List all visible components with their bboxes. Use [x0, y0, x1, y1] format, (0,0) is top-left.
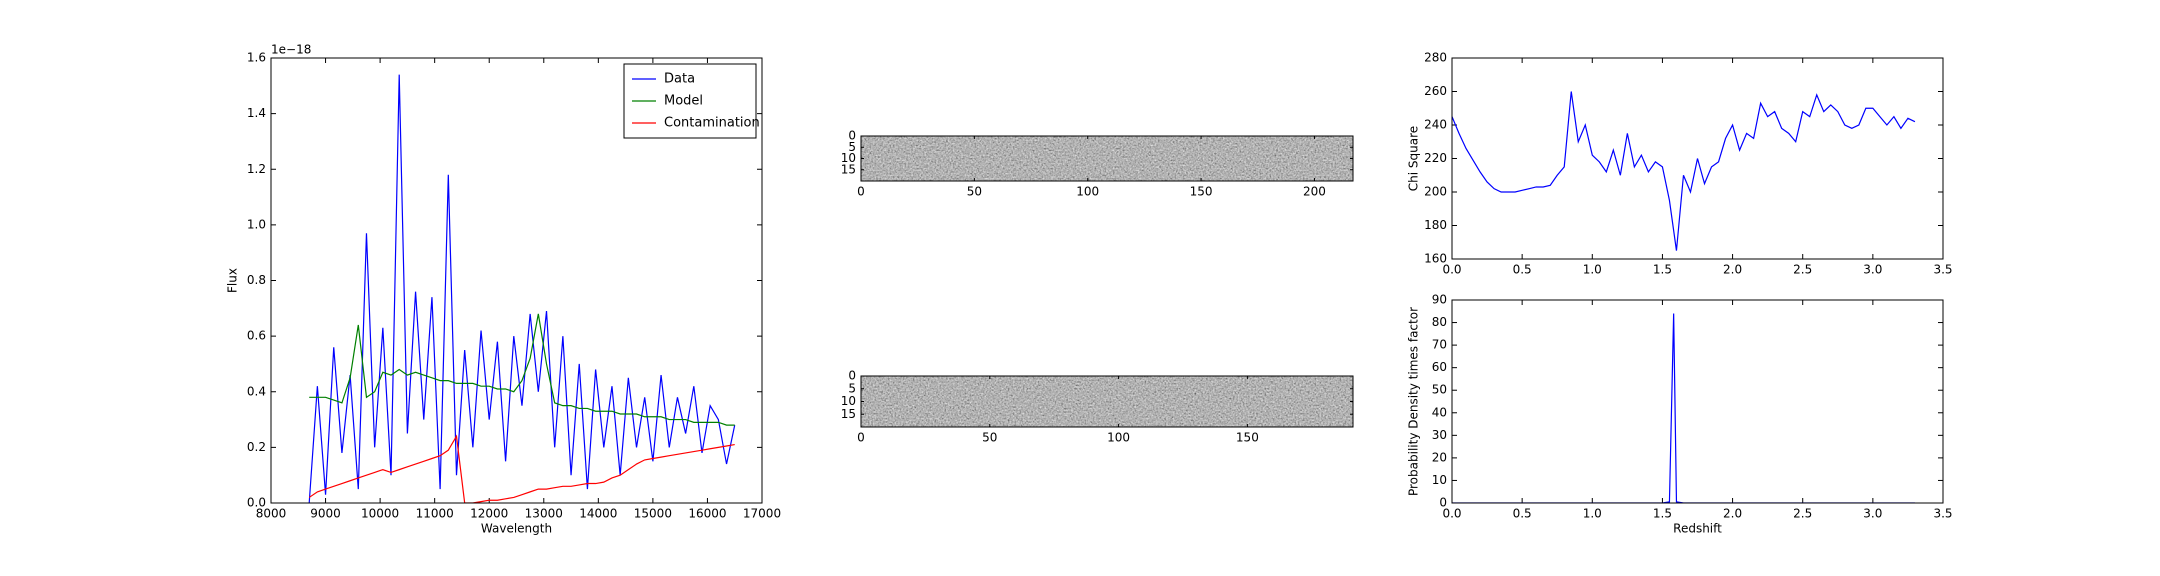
x-tick-label: 16000 — [688, 507, 726, 521]
y-tick-label: 1.0 — [247, 217, 266, 231]
y-tick-label: 10 — [841, 151, 856, 165]
y-tick-label: 160 — [1424, 252, 1447, 266]
x-tick-label: 150 — [1236, 431, 1259, 445]
x-axis-label: Redshift — [1673, 522, 1722, 536]
axes-frame — [860, 135, 1354, 182]
y-tick-label: 1.6 — [247, 51, 266, 65]
x-tick-label: 0.0 — [1442, 507, 1461, 521]
x-tick-label: 1.0 — [1583, 507, 1602, 521]
y-tick-label: 5 — [848, 140, 856, 154]
x-tick-label: 50 — [982, 431, 997, 445]
y-tick-label: 0.8 — [247, 273, 266, 287]
legend-label: Model — [664, 94, 703, 109]
y-tick-label: 40 — [1432, 405, 1447, 419]
data-line — [309, 313, 735, 426]
x-tick-label: 3.5 — [1933, 263, 1952, 277]
y-tick-label: 10 — [1432, 473, 1447, 487]
y-axis-label: Chi Square — [1407, 126, 1421, 191]
y-tick-label: 10 — [841, 394, 856, 408]
y-tick-label: 50 — [1432, 383, 1447, 397]
x-tick-label: 14000 — [579, 507, 617, 521]
x-tick-label: 11000 — [416, 507, 454, 521]
x-tick-label: 3.0 — [1863, 507, 1882, 521]
y-tick-label: 60 — [1432, 360, 1447, 374]
x-tick-label: 1.0 — [1583, 263, 1602, 277]
x-tick-label: 12000 — [470, 507, 508, 521]
x-tick-label: 0 — [857, 431, 865, 445]
x-tick-label: 10000 — [361, 507, 399, 521]
x-tick-label: 50 — [967, 185, 982, 199]
x-tick-label: 17000 — [743, 507, 781, 521]
data-line — [308, 74, 736, 503]
y-axis-label: Flux — [226, 268, 240, 293]
y-tick-label: 80 — [1432, 315, 1447, 329]
y-tick-label: 280 — [1424, 51, 1447, 65]
y-tick-label: 260 — [1424, 84, 1447, 98]
y-tick-label: 20 — [1432, 450, 1447, 464]
x-tick-label: 9000 — [310, 507, 341, 521]
x-tick-label: 1.5 — [1653, 263, 1672, 277]
x-tick-label: 15000 — [634, 507, 672, 521]
y-tick-label: 0.0 — [247, 496, 266, 510]
x-tick-label: 1.5 — [1653, 507, 1672, 521]
x-tick-label: 150 — [1190, 185, 1213, 199]
data-line — [308, 434, 735, 503]
x-tick-label: 2.0 — [1723, 507, 1742, 521]
y-tick-label: 0 — [848, 369, 856, 383]
y-axis-label: Probability Density times factor — [1407, 307, 1421, 496]
y-tick-label: 5 — [848, 381, 856, 395]
x-tick-label: 0.0 — [1442, 263, 1461, 277]
x-tick-label: 8000 — [256, 507, 287, 521]
axes-frame — [860, 375, 1354, 428]
y-offset-label: 1e−18 — [271, 43, 311, 57]
y-tick-label: 1.2 — [247, 162, 266, 176]
x-tick-label: 0.5 — [1513, 263, 1532, 277]
x-tick-label: 0.5 — [1513, 507, 1532, 521]
axes-frame — [1451, 299, 1944, 504]
x-tick-label: 3.5 — [1933, 507, 1952, 521]
legend-label: Contamination — [664, 116, 760, 131]
x-tick-label: 13000 — [525, 507, 563, 521]
x-tick-label: 2.0 — [1723, 263, 1742, 277]
y-tick-label: 1.4 — [247, 106, 266, 120]
y-tick-label: 0.6 — [247, 329, 266, 343]
y-tick-label: 90 — [1432, 293, 1447, 307]
y-tick-label: 0.2 — [247, 440, 266, 454]
x-tick-label: 200 — [1303, 185, 1326, 199]
y-tick-label: 0 — [1439, 496, 1447, 510]
y-tick-label: 200 — [1424, 185, 1447, 199]
y-tick-label: 30 — [1432, 428, 1447, 442]
axes-frame — [1451, 57, 1944, 260]
y-tick-label: 0 — [848, 129, 856, 143]
x-tick-label: 3.0 — [1863, 263, 1882, 277]
x-tick-label: 2.5 — [1793, 507, 1812, 521]
image-pixels — [861, 376, 1353, 427]
x-tick-label: 2.5 — [1793, 263, 1812, 277]
x-tick-label: 100 — [1076, 185, 1099, 199]
x-tick-label: 100 — [1107, 431, 1130, 445]
data-line — [1452, 91, 1916, 251]
y-tick-label: 15 — [841, 162, 856, 176]
y-tick-label: 220 — [1424, 151, 1447, 165]
data-line — [1452, 313, 1915, 503]
legend-label: Data — [664, 72, 695, 87]
x-axis-label: Wavelength — [481, 522, 552, 536]
image-pixels — [861, 136, 1353, 181]
y-tick-label: 70 — [1432, 338, 1447, 352]
y-tick-label: 0.4 — [247, 384, 266, 398]
y-tick-label: 180 — [1424, 218, 1447, 232]
x-tick-label: 0 — [857, 185, 865, 199]
axes-frame — [270, 57, 763, 504]
y-tick-label: 240 — [1424, 118, 1447, 132]
y-tick-label: 15 — [841, 407, 856, 421]
